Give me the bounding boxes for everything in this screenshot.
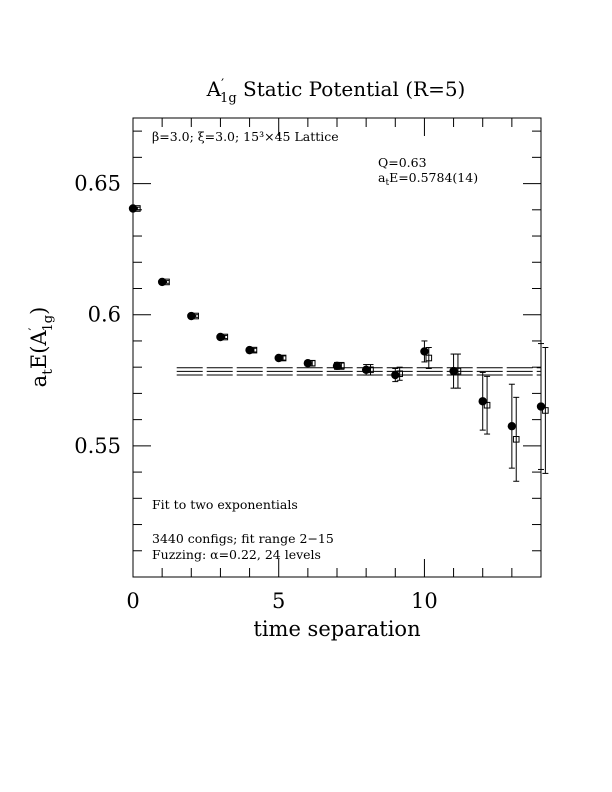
data-point-square [425,354,433,362]
x-tick-label: 5 [272,589,285,613]
x-axis-title: time separation [253,617,420,641]
data-point-square [192,312,199,320]
data-point-square [221,333,229,341]
data-point-square [134,205,141,212]
y-tick-label: 0.6 [88,303,121,327]
data-point-square [308,359,316,367]
configs-annotation: 3440 configs; fit range 2−15 [152,531,334,546]
data-point-square [483,401,491,409]
data-point-circle [187,311,196,321]
data-points [128,204,549,482]
data-point-circle [507,421,517,431]
data-point-circle [449,366,458,376]
data-point-square [512,436,520,443]
data-point-circle [216,332,225,342]
data-point-circle [420,347,429,356]
data-point-square [396,370,403,378]
data-point-circle [536,402,546,411]
data-point-square [338,362,345,370]
x-axis-ticks [132,118,542,577]
data-point-circle [391,370,400,380]
fuzzing-annotation: Fuzzing: α=0.22, 24 levels [152,547,321,562]
plot-title: A′ 1g Static Potential (R=5) [206,77,466,106]
data-point-square [454,367,462,375]
fit-band [176,367,541,376]
data-point-square [542,407,549,414]
data-point-circle [157,277,167,287]
y-tick-label: 0.55 [74,434,121,458]
y-axis-ticks [133,130,541,578]
data-point-circle [128,204,138,213]
data-point-square [367,366,374,374]
data-point-circle [332,361,342,371]
energy-annotation: atE=0.5784(14) [378,170,478,188]
data-point-circle [361,365,371,374]
x-axis-tick-labels: 0 5 10 [126,589,437,613]
y-axis-title: atE(A′1g) [27,307,56,388]
fit-type-annotation: Fit to two exponentials [152,497,298,512]
y-tick-label: 0.65 [74,172,121,196]
data-point-square [279,354,287,362]
data-point-square [250,346,258,354]
lattice-annotation: β=3.0; ξ=3.0; 15³×45 Lattice [152,129,339,144]
data-point-square [163,278,170,286]
x-tick-label: 0 [126,589,139,613]
data-point-circle [303,359,313,368]
q-value-annotation: Q=0.63 [378,155,427,170]
x-tick-label: 10 [411,589,438,613]
y-axis-tick-labels: 0.55 0.6 0.65 [74,172,121,458]
data-point-circle [478,397,487,406]
